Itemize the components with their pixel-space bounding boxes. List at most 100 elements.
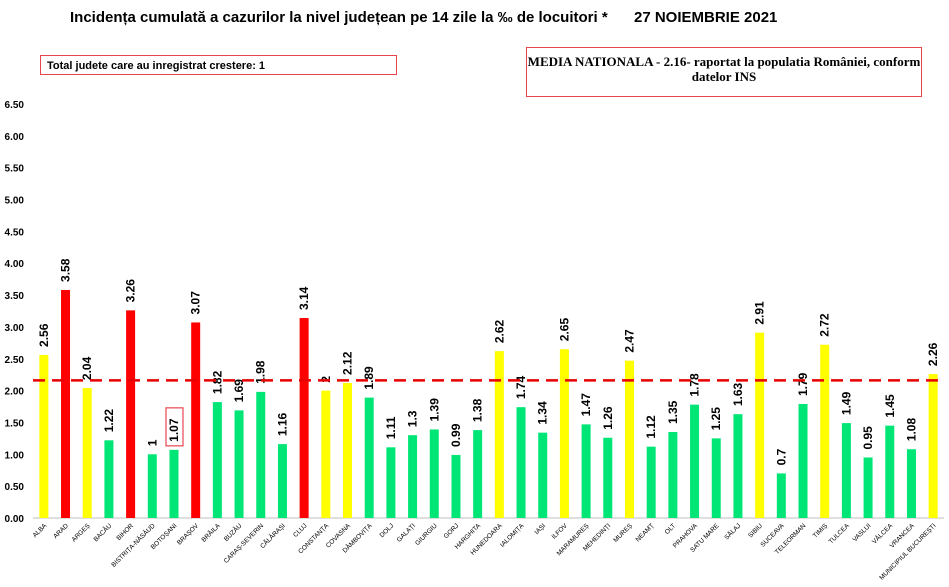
y-tick-label: 1.00 (5, 450, 25, 461)
y-tick-label: 6.00 (5, 132, 25, 143)
bar-value-label: 2.04 (80, 356, 94, 380)
category-label: BIHOR (116, 522, 136, 542)
category-label: BACĂU (91, 521, 113, 543)
bar-value-label: 1.3 (406, 410, 420, 427)
category-label: ILFOV (551, 522, 570, 541)
bar (234, 410, 244, 518)
bar-value-label: 0.99 (449, 423, 463, 447)
increase-count-note: Total judete care au inregistrat crester… (40, 55, 397, 75)
bar-value-label: 1.63 (731, 382, 745, 406)
bar-value-label: 1.79 (796, 372, 810, 396)
category-label: NEAMȚ (635, 522, 656, 543)
bar (603, 437, 613, 518)
bar-value-label: 1.82 (210, 370, 224, 394)
bar-value-label: 1.35 (666, 400, 680, 424)
bar-value-label: 1.39 (427, 398, 441, 422)
y-tick-label: 1.50 (5, 418, 25, 429)
category-label: SIBIU (747, 522, 764, 539)
bar (646, 446, 656, 518)
category-label: GORJ (443, 522, 461, 540)
bar-value-label: 1.98 (254, 360, 268, 384)
category-label: TIMIȘ (812, 522, 830, 540)
bar (755, 332, 765, 518)
bar (559, 349, 569, 518)
bar-value-label: 1.38 (471, 398, 485, 422)
bar-value-label: 3.58 (59, 258, 73, 282)
y-tick-label: 4.50 (5, 227, 25, 238)
category-label: OLT (664, 522, 678, 536)
category-label: TULCEA (828, 522, 852, 546)
bar (147, 454, 157, 518)
category-label: CLUJ (292, 522, 308, 538)
bar-value-label: 2 (319, 376, 333, 383)
bar-value-label: 2.65 (557, 318, 571, 342)
y-tick-label: 0.50 (5, 482, 25, 493)
bar (798, 403, 808, 518)
bar-value-label: 1.11 (384, 416, 398, 439)
category-label: BUZĂU (222, 521, 244, 543)
bar (841, 423, 851, 518)
bar (581, 424, 591, 518)
bar (104, 440, 114, 518)
bar (928, 374, 938, 518)
bar-value-label: 0.7 (774, 448, 788, 465)
y-tick-label: 3.00 (5, 323, 25, 334)
bar (299, 318, 309, 518)
bar (82, 388, 92, 518)
bar (277, 444, 287, 518)
category-label: GALAȚI (396, 522, 417, 543)
bar-value-label: 1.78 (688, 373, 702, 397)
bar-value-label: 1.25 (709, 407, 723, 431)
bar-value-label: 2.91 (753, 301, 767, 325)
bar (429, 429, 439, 518)
category-label: SĂLAJ (722, 521, 742, 541)
category-label: BRAȘOV (176, 522, 201, 547)
category-label: MUREȘ (612, 522, 634, 544)
bar (624, 360, 634, 518)
bar-value-label: 1.69 (232, 379, 246, 403)
bar-value-label: 1.26 (601, 406, 615, 430)
bar-value-label: 1.74 (514, 375, 528, 399)
category-label: BRĂILA (199, 521, 222, 544)
bar (256, 391, 266, 518)
bar (212, 402, 222, 518)
bar-value-label: 1.34 (536, 401, 550, 425)
bar-value-label: 1.16 (275, 412, 289, 436)
bar (690, 404, 700, 518)
national-average-note: MEDIA NATIONALA - 2.16- raportat la popu… (526, 47, 922, 97)
bar-value-label: 1.07 (167, 418, 181, 442)
bar (386, 447, 396, 518)
bar (494, 351, 504, 518)
bar-value-label: 1.45 (883, 394, 897, 418)
bar-value-label: 3.07 (189, 291, 203, 315)
bar (776, 473, 786, 518)
bar (668, 432, 678, 518)
category-label: IAȘI (533, 522, 547, 536)
bar-value-label: 1 (145, 439, 159, 446)
bar (408, 435, 418, 518)
bar-value-label: 2.72 (818, 313, 832, 337)
bar (473, 430, 483, 518)
bar-value-label: 2.62 (492, 319, 506, 343)
bar-value-label: 3.14 (297, 286, 311, 310)
bar (538, 432, 548, 518)
bar-value-label: 3.26 (124, 279, 138, 303)
bar (343, 382, 353, 518)
category-label: VASLUI (852, 522, 873, 543)
bar (451, 454, 461, 518)
category-label: ARGEȘ (71, 522, 93, 544)
bar-value-label: 2.56 (37, 323, 51, 347)
category-label: DOLJ (379, 522, 396, 539)
bar-value-label: 1.49 (839, 391, 853, 415)
bar (516, 407, 526, 518)
bar (191, 322, 201, 518)
bar (863, 457, 873, 518)
bar-value-label: 1.22 (102, 409, 116, 433)
y-tick-label: 3.50 (5, 291, 25, 302)
y-tick-label: 0.00 (5, 514, 25, 525)
category-label: ALBA (32, 522, 49, 539)
y-tick-label: 2.00 (5, 387, 25, 398)
bar (126, 310, 136, 518)
highlight-box (165, 407, 184, 447)
